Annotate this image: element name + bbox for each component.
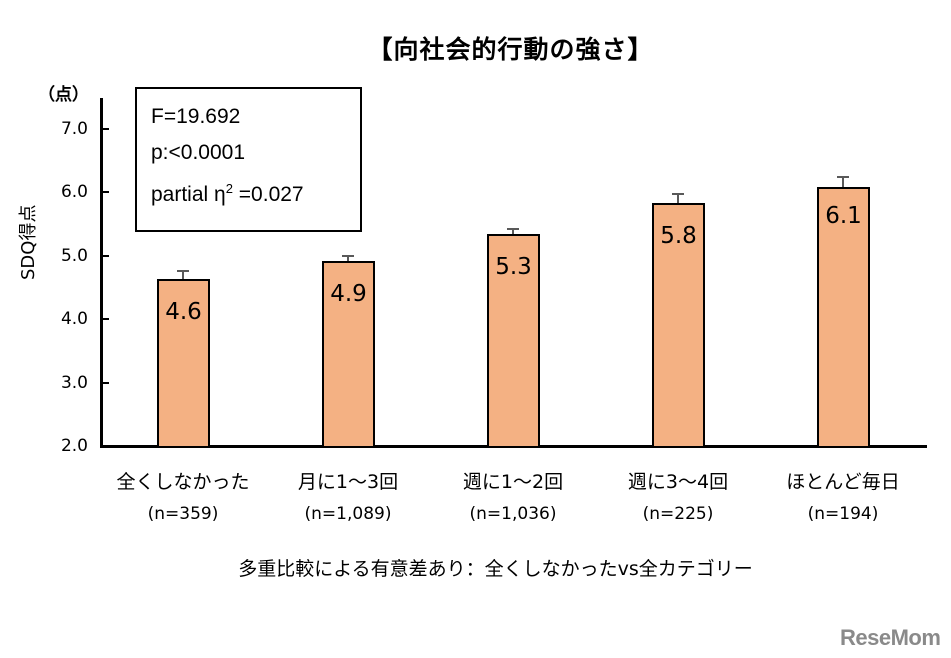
sample-size-label: (n=359) bbox=[147, 504, 219, 524]
bar-value-label: 4.9 bbox=[330, 281, 367, 307]
error-bar-cap bbox=[672, 193, 684, 195]
error-bar bbox=[512, 229, 514, 236]
x-category-label: 週に1〜2回 bbox=[462, 471, 564, 493]
y-tick-label: 3.0 bbox=[60, 373, 88, 393]
error-bar bbox=[677, 194, 679, 204]
bar-1: 4.6 bbox=[157, 279, 210, 446]
x-category-label: 週に3〜4回 bbox=[627, 471, 729, 493]
bar-3: 5.3 bbox=[487, 234, 540, 446]
error-bar-cap bbox=[507, 228, 519, 230]
error-bar bbox=[182, 271, 184, 282]
bar-2: 4.9 bbox=[322, 261, 375, 446]
bar-value-label: 6.1 bbox=[825, 203, 862, 229]
y-tick bbox=[102, 191, 109, 193]
y-tick bbox=[102, 318, 109, 320]
bar-value-label: 5.8 bbox=[660, 223, 697, 249]
multiple-comparison-note: 多重比較による有意差あり：全くしなかったvs全カテゴリー bbox=[238, 558, 753, 580]
p-value: p:<0.0001 bbox=[151, 141, 246, 164]
y-tick-label: 2.0 bbox=[60, 436, 88, 456]
bar-4: 5.8 bbox=[652, 203, 705, 446]
bar-value-label: 4.6 bbox=[165, 299, 202, 325]
x-category-label: 月に1〜3回 bbox=[297, 471, 399, 493]
y-axis-line bbox=[100, 98, 103, 448]
effect-size: partial η2 =0.027 bbox=[151, 181, 304, 206]
y-tick bbox=[102, 255, 109, 257]
y-unit-label: （点） bbox=[38, 85, 89, 105]
y-axis-label: SDQ得点 bbox=[18, 204, 39, 280]
chart-title: 【向社会的行動の強さ】 bbox=[367, 35, 654, 64]
error-bar-cap bbox=[177, 270, 189, 272]
y-tick bbox=[102, 128, 109, 130]
statistics-box: F=19.692 p:<0.0001 partial η2 =0.027 bbox=[135, 87, 362, 232]
y-tick-label: 6.0 bbox=[60, 182, 88, 202]
f-statistic: F=19.692 bbox=[151, 105, 241, 128]
x-category-label: ほとんど毎日 bbox=[786, 471, 900, 493]
y-tick-label: 4.0 bbox=[60, 309, 88, 329]
sample-size-label: (n=194) bbox=[807, 504, 879, 524]
bar-5: 6.1 bbox=[817, 187, 870, 446]
sample-size-label: (n=1,036) bbox=[469, 504, 557, 524]
error-bar-cap bbox=[342, 255, 354, 257]
resemom-logo: ReseMom bbox=[840, 625, 941, 650]
error-bar bbox=[842, 177, 844, 188]
x-axis-line bbox=[100, 445, 927, 448]
x-category-label: 全くしなかった bbox=[116, 471, 250, 493]
sample-size-label: (n=225) bbox=[642, 504, 714, 524]
sample-size-label: (n=1,089) bbox=[304, 504, 392, 524]
y-tick-label: 5.0 bbox=[60, 246, 88, 266]
error-bar-cap bbox=[837, 176, 849, 178]
bar-value-label: 5.3 bbox=[495, 254, 532, 280]
y-tick-label: 7.0 bbox=[60, 119, 88, 139]
y-tick bbox=[102, 382, 109, 384]
error-bar bbox=[347, 256, 349, 264]
